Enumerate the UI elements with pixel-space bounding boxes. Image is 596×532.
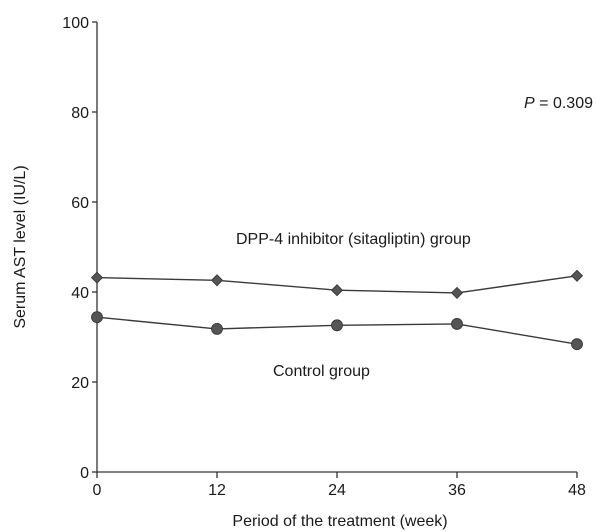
- y-tick-label: 0: [80, 465, 89, 482]
- x-axis-title: Period of the treatment (week): [232, 513, 447, 530]
- y-ticks: 0 20 40 60 80 100: [62, 15, 97, 482]
- y-axis-title: Serum AST level (IU/L): [12, 165, 29, 328]
- x-tick-label: 12: [208, 482, 226, 499]
- p-value-text: = 0.309: [535, 95, 593, 112]
- x-tick-label: 36: [448, 482, 466, 499]
- y-tick-label: 40: [71, 285, 89, 302]
- diamond-marker: [210, 274, 224, 287]
- circle-marker: [91, 311, 103, 324]
- diamond-marker: [330, 284, 344, 297]
- diamond-marker: [90, 271, 104, 284]
- circle-marker: [451, 318, 463, 330]
- series-label-control: Control group: [273, 363, 370, 380]
- p-value-annotation: P = 0.309: [524, 95, 593, 112]
- y-tick-label: 60: [71, 195, 89, 212]
- diamond-marker: [450, 286, 464, 299]
- series-markers: [90, 269, 584, 351]
- series-label-dpp4: DPP-4 inhibitor (sitagliptin) group: [236, 231, 471, 248]
- p-symbol: P: [524, 95, 535, 112]
- diamond-marker: [570, 269, 584, 282]
- x-tick-label: 48: [568, 482, 586, 499]
- y-tick-label: 80: [71, 105, 89, 122]
- y-tick-label: 100: [62, 15, 89, 32]
- x-tick-label: 24: [328, 482, 346, 499]
- circle-marker: [571, 338, 583, 351]
- y-tick-label: 20: [71, 375, 89, 392]
- x-tick-label: 0: [93, 482, 102, 499]
- x-ticks: 0 12 24 36 48: [93, 472, 586, 499]
- circle-marker: [331, 319, 343, 332]
- circle-marker: [211, 322, 223, 335]
